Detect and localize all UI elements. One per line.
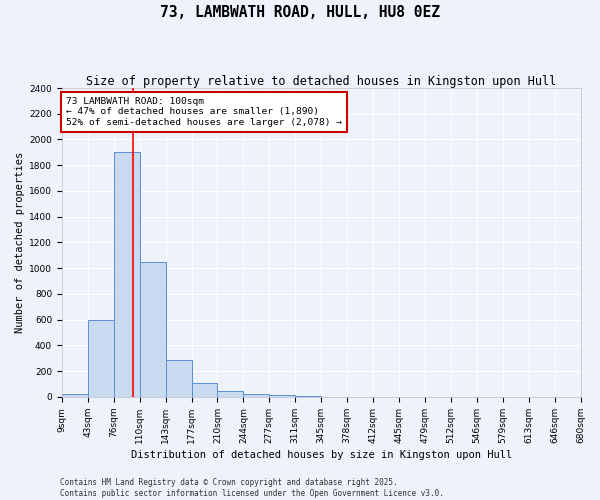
Bar (269, 395, 295, 397)
Text: 73, LAMBWATH ROAD, HULL, HU8 0EZ: 73, LAMBWATH ROAD, HULL, HU8 0EZ (160, 5, 440, 20)
Bar (114, 152, 140, 397)
Bar (244, 394, 269, 397)
X-axis label: Distribution of detached houses by size in Kingston upon Hull: Distribution of detached houses by size … (131, 450, 512, 460)
Bar (191, 383, 217, 397)
Y-axis label: Number of detached properties: Number of detached properties (15, 152, 25, 333)
Bar (88, 320, 114, 397)
Title: Size of property relative to detached houses in Kingston upon Hull: Size of property relative to detached ho… (86, 75, 556, 88)
Bar (140, 262, 166, 397)
Bar (217, 391, 244, 397)
Bar (62, 394, 88, 397)
Text: 73 LAMBWATH ROAD: 100sqm
← 47% of detached houses are smaller (1,890)
52% of sem: 73 LAMBWATH ROAD: 100sqm ← 47% of detach… (66, 97, 342, 127)
Bar (166, 360, 191, 397)
Bar (295, 396, 321, 397)
Text: Contains HM Land Registry data © Crown copyright and database right 2025.
Contai: Contains HM Land Registry data © Crown c… (60, 478, 444, 498)
